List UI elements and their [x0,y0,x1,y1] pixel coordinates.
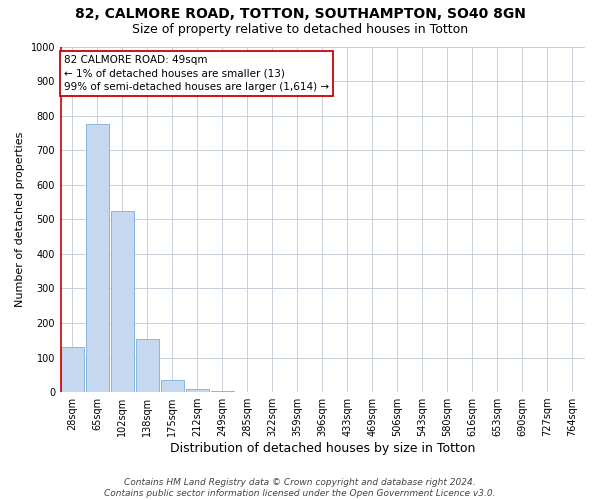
Text: Contains HM Land Registry data © Crown copyright and database right 2024.
Contai: Contains HM Land Registry data © Crown c… [104,478,496,498]
Bar [161,380,184,392]
Bar [61,347,84,392]
Text: 82, CALMORE ROAD, TOTTON, SOUTHAMPTON, SO40 8GN: 82, CALMORE ROAD, TOTTON, SOUTHAMPTON, S… [74,8,526,22]
Text: 82 CALMORE ROAD: 49sqm
← 1% of detached houses are smaller (13)
99% of semi-deta: 82 CALMORE ROAD: 49sqm ← 1% of detached … [64,55,329,92]
X-axis label: Distribution of detached houses by size in Totton: Distribution of detached houses by size … [170,442,475,455]
Y-axis label: Number of detached properties: Number of detached properties [15,132,25,307]
Bar [136,338,159,392]
Text: Size of property relative to detached houses in Totton: Size of property relative to detached ho… [132,22,468,36]
Bar [111,210,134,392]
Bar [186,388,209,392]
Bar [86,124,109,392]
